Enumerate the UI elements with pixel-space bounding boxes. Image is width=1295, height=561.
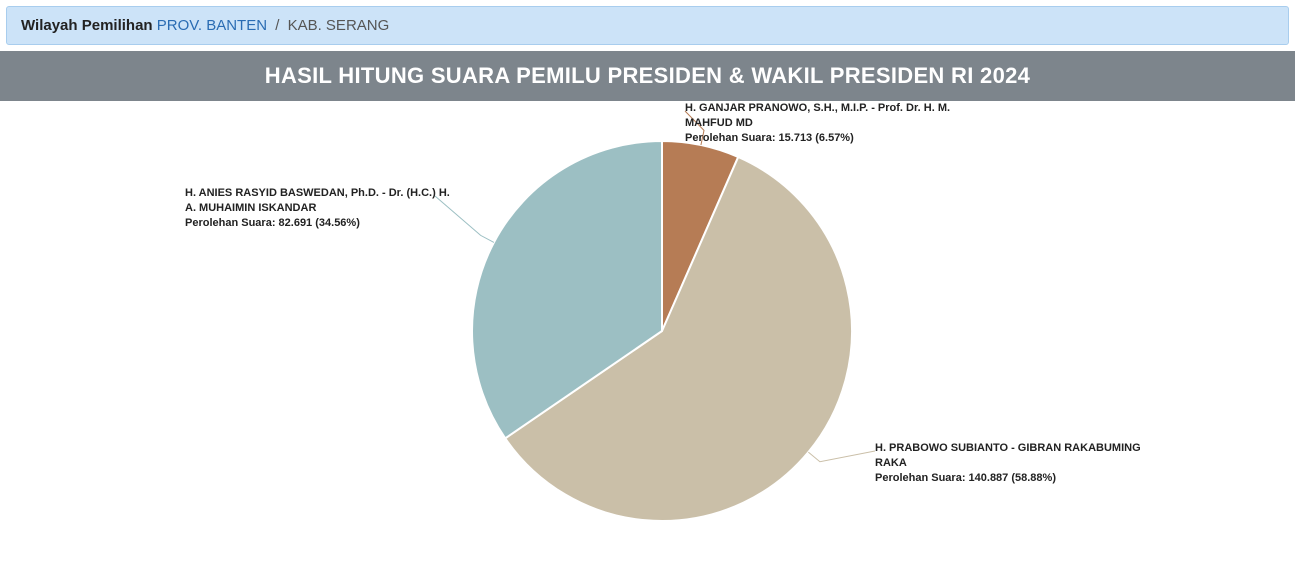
- slice-label: H. GANJAR PRANOWO, S.H., M.I.P. - Prof. …: [685, 101, 955, 146]
- pie-chart: H. GANJAR PRANOWO, S.H., M.I.P. - Prof. …: [0, 101, 1295, 561]
- slice-label-votes: Perolehan Suara: 82.691 (34.56%): [185, 216, 455, 231]
- slice-label: H. PRABOWO SUBIANTO - GIBRAN RAKABUMING …: [875, 441, 1145, 486]
- breadcrumb-separator: /: [275, 17, 279, 34]
- breadcrumb-label: Wilayah Pemilihan: [21, 17, 153, 34]
- slice-label-votes: Perolehan Suara: 140.887 (58.88%): [875, 471, 1145, 486]
- breadcrumb-link-province[interactable]: PROV. BANTEN: [157, 17, 267, 34]
- breadcrumb-current: KAB. SERANG: [288, 17, 390, 34]
- slice-label-name: H. GANJAR PRANOWO, S.H., M.I.P. - Prof. …: [685, 101, 955, 131]
- slice-label-name: H. ANIES RASYID BASWEDAN, Ph.D. - Dr. (H…: [185, 186, 455, 216]
- breadcrumb: Wilayah Pemilihan PROV. BANTEN / KAB. SE…: [6, 6, 1289, 45]
- slice-label-votes: Perolehan Suara: 15.713 (6.57%): [685, 131, 955, 146]
- pie-chart-svg: [0, 101, 1295, 561]
- slice-label: H. ANIES RASYID BASWEDAN, Ph.D. - Dr. (H…: [185, 186, 455, 231]
- page-title: HASIL HITUNG SUARA PEMILU PRESIDEN & WAK…: [0, 51, 1295, 101]
- leader-line: [808, 451, 875, 462]
- slice-label-name: H. PRABOWO SUBIANTO - GIBRAN RAKABUMING …: [875, 441, 1145, 471]
